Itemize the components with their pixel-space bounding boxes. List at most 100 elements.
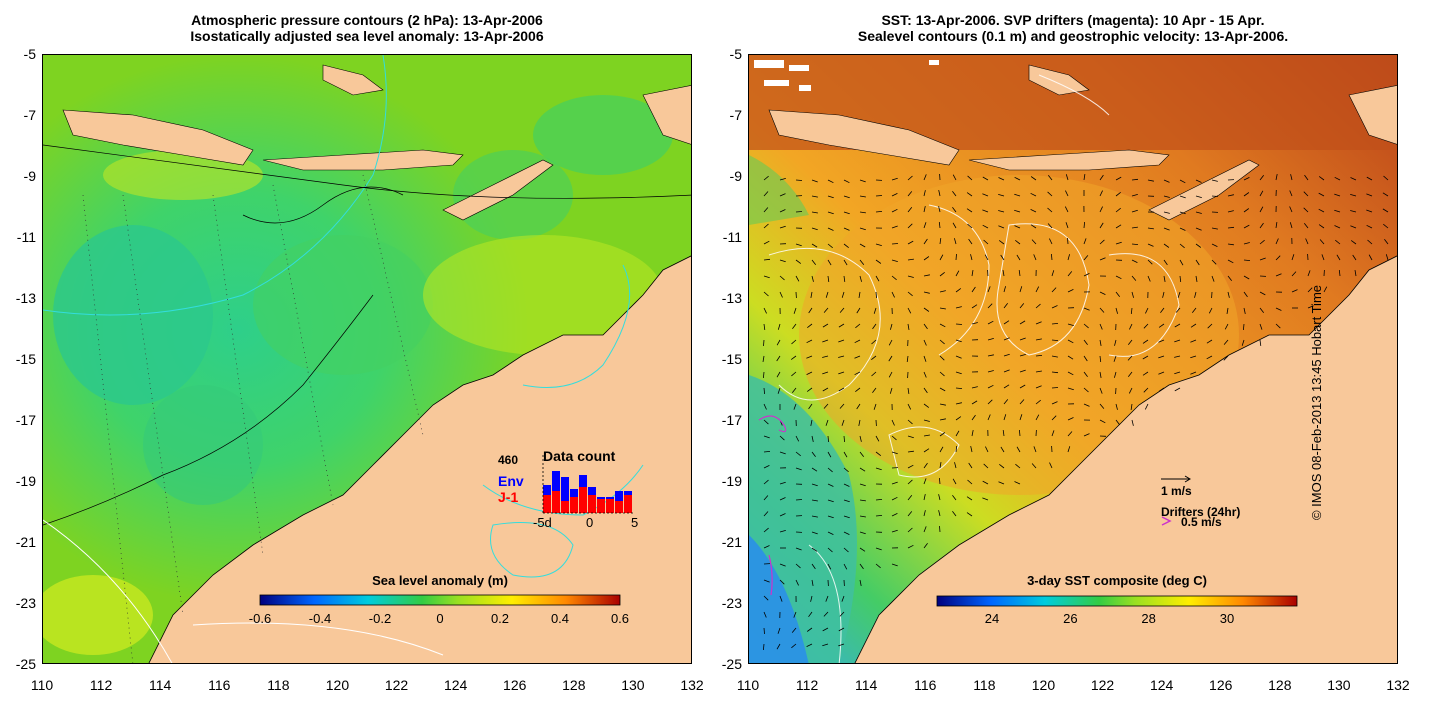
- velocity-vector: [955, 402, 962, 405]
- velocity-vector: [891, 496, 898, 501]
- velocity-vector: [1083, 174, 1086, 181]
- velocity-vector: [1083, 238, 1087, 245]
- velocity-vector: [1051, 401, 1058, 405]
- velocity-vector: [763, 175, 769, 181]
- y-tick-label: -23: [15, 595, 36, 611]
- velocity-vector: [763, 579, 770, 583]
- left-title-line2: Isostatically adjusted sea level anomaly…: [190, 28, 544, 44]
- velocity-vector: [1307, 287, 1313, 293]
- velocity-vector: [955, 339, 962, 343]
- velocity-vector: [1147, 275, 1151, 282]
- velocity-vector: [779, 451, 786, 455]
- velocity-vector: [907, 175, 913, 181]
- velocity-vector: [858, 419, 861, 426]
- velocity-vector: [822, 643, 829, 647]
- x-tick-label: 128: [1268, 677, 1292, 693]
- velocity-vector: [923, 206, 926, 213]
- velocity-vector: [827, 275, 830, 283]
- velocity-vector: [779, 435, 785, 441]
- velocity-vector: [939, 307, 946, 310]
- velocity-vector: [843, 195, 850, 199]
- velocity-vector: [1383, 223, 1389, 229]
- velocity-vector: [1145, 307, 1149, 314]
- velocity-vector: [987, 399, 993, 405]
- velocity-vector: [1259, 339, 1262, 346]
- velocity-vector: [1338, 269, 1341, 277]
- velocity-vector: [763, 323, 766, 331]
- velocity-vector: [1352, 254, 1357, 261]
- velocity-vector: [823, 611, 829, 617]
- y-tick-label: -19: [15, 473, 36, 489]
- velocity-vector: [923, 478, 927, 485]
- velocity-vector: [1243, 291, 1248, 298]
- sst-colorbar-title: 3-day SST composite (deg C): [1027, 573, 1207, 588]
- velocity-vector: [1147, 179, 1154, 182]
- velocity-vector: [1003, 337, 1010, 341]
- sla-map-svg: [43, 55, 691, 663]
- velocity-vector: [1035, 399, 1041, 405]
- velocity-vector: [1128, 387, 1133, 394]
- velocity-scale-label: 1 m/s: [1161, 484, 1192, 498]
- right-title-line1: SST: 13-Apr-2006. SVP drifters (magenta)…: [881, 12, 1265, 28]
- velocity-vector: [891, 259, 898, 262]
- velocity-vector: [1051, 430, 1055, 437]
- velocity-vector: [1307, 305, 1314, 309]
- sla-low-region: [533, 95, 673, 175]
- velocity-vector: [939, 432, 946, 437]
- velocity-vector: [939, 403, 946, 406]
- velocity-vector: [827, 179, 834, 184]
- velocity-vector: [1350, 177, 1357, 181]
- colorbar-tick-label: -0.6: [248, 611, 272, 626]
- velocity-vector: [923, 222, 927, 229]
- velocity-vector: [838, 643, 845, 647]
- velocity-vector: [1290, 174, 1293, 181]
- velocity-vector: [939, 254, 944, 261]
- velocity-vector: [1083, 307, 1090, 311]
- velocity-vector: [1099, 174, 1104, 181]
- velocity-vector: [907, 323, 910, 330]
- velocity-vector: [1227, 194, 1234, 197]
- velocity-vector: [1227, 291, 1230, 298]
- velocity-vector: [795, 467, 802, 471]
- velocity-vector: [1015, 239, 1021, 245]
- velocity-vector: [843, 435, 845, 443]
- velocity-vector: [1275, 307, 1282, 311]
- velocity-vector: [1208, 307, 1213, 314]
- velocity-vector: [923, 494, 926, 501]
- velocity-vector: [793, 611, 797, 618]
- velocity-vector: [1014, 176, 1021, 181]
- velocity-vector: [843, 243, 849, 249]
- velocity-vector: [1259, 206, 1264, 213]
- velocity-vector: [1366, 176, 1373, 181]
- velocity-vector: [811, 195, 818, 198]
- velocity-vector: [955, 253, 957, 261]
- velocity-vector: [1067, 355, 1074, 360]
- velocity-vector: [838, 627, 845, 632]
- velocity-vector: [763, 291, 769, 297]
- velocity-vector: [807, 323, 813, 329]
- velocity-vector: [855, 323, 861, 329]
- velocity-vector: [987, 338, 994, 341]
- pressure-contour: [490, 522, 574, 578]
- velocity-vector: [1318, 208, 1325, 213]
- velocity-vector: [795, 243, 802, 247]
- sulawesi-coast: [322, 64, 384, 96]
- velocity-vector: [891, 513, 898, 517]
- velocity-vector: [1243, 177, 1250, 181]
- velocity-vector: [795, 451, 801, 457]
- australia-land: [148, 255, 691, 663]
- velocity-vector: [823, 307, 829, 313]
- velocity-vector: [1067, 387, 1074, 391]
- velocity-vector: [1051, 305, 1058, 309]
- velocity-vector: [1195, 179, 1202, 183]
- y-tick-label: -23: [721, 595, 742, 611]
- velocity-vector: [1147, 243, 1154, 247]
- velocity-vector: [987, 320, 994, 325]
- y-tick-label: -19: [721, 473, 742, 489]
- velocity-vector: [779, 259, 786, 263]
- velocity-vector: [1334, 193, 1341, 197]
- velocity-vector: [1019, 399, 1025, 405]
- velocity-vector: [875, 243, 882, 246]
- velocity-vector: [808, 307, 813, 314]
- velocity-vector: [822, 339, 829, 343]
